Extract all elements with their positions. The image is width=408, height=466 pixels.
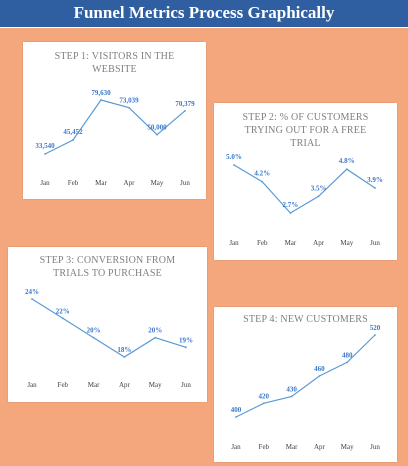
chart-title: TRIAL xyxy=(290,138,320,149)
x-tick-label: Feb xyxy=(68,179,79,187)
data-label: 520 xyxy=(370,324,381,332)
chart-title: WEBSITE xyxy=(92,64,137,75)
data-point xyxy=(72,139,74,141)
data-point xyxy=(61,317,64,320)
data-label: 5.0% xyxy=(226,153,242,161)
data-label: 420 xyxy=(259,392,270,400)
series-line xyxy=(233,164,376,214)
data-label: 73,039 xyxy=(119,97,139,105)
x-tick-label: Mar xyxy=(286,443,298,451)
x-tick-label: Mar xyxy=(88,381,100,389)
chart-svg-step4: STEP 4: NEW CUSTOMERS 400 420 430 460 480 520 J… xyxy=(231,314,381,451)
x-tick-label: Jun xyxy=(181,381,191,389)
data-label: 4.2% xyxy=(254,170,270,178)
x-tick-label: Apr xyxy=(313,239,325,247)
data-point xyxy=(317,195,320,198)
data-point xyxy=(44,153,46,155)
x-tick-label: May xyxy=(341,443,354,451)
data-point xyxy=(31,298,33,300)
data-label: 24% xyxy=(25,288,39,296)
data-label: 22% xyxy=(56,307,70,315)
data-point xyxy=(261,180,264,183)
data-point xyxy=(185,346,187,349)
data-point xyxy=(92,336,95,339)
chart-card-step2: STEP 2: % OF CUSTOMERS TRYING OUT FOR A F… xyxy=(214,103,397,260)
chart-title: STEP 1: VISITORS IN THE xyxy=(55,51,175,62)
chart-card-step1: STEP 1: VISITORS IN THE WEBSITE 33,540 45,4… xyxy=(23,42,206,199)
series-line xyxy=(31,298,187,358)
data-label: 480 xyxy=(342,351,353,359)
data-point xyxy=(123,356,126,358)
x-tick-label: Feb xyxy=(58,381,69,389)
data-point xyxy=(290,395,293,398)
data-label: 460 xyxy=(314,365,325,373)
data-label: 3.5% xyxy=(311,184,327,192)
data-point xyxy=(262,402,265,405)
x-tick-label: May xyxy=(149,381,162,389)
data-label: 19% xyxy=(179,336,193,344)
data-point xyxy=(235,416,237,418)
data-label: 20% xyxy=(148,327,162,335)
data-label: 400 xyxy=(231,406,242,414)
data-label: 79,630 xyxy=(91,89,111,97)
chart-title: STEP 2: % OF CUSTOMERS xyxy=(242,112,368,123)
data-label: 3.9% xyxy=(367,176,383,184)
data-label: 2.7% xyxy=(283,201,299,209)
chart-title: STEP 3: CONVERSION FROM xyxy=(40,255,176,266)
chart-svg-step1: STEP 1: VISITORS IN THE WEBSITE 33,540 45,4… xyxy=(35,51,195,187)
data-point xyxy=(233,164,235,166)
series-line xyxy=(44,99,186,155)
data-point xyxy=(128,106,130,109)
x-tick-label: Jan xyxy=(40,179,50,187)
chart-title: STEP 4: NEW CUSTOMERS xyxy=(243,314,368,325)
data-label: 45,452 xyxy=(63,128,83,136)
x-tick-label: May xyxy=(340,239,353,247)
data-point xyxy=(374,187,376,189)
data-label: 50,000 xyxy=(147,124,167,132)
data-point xyxy=(184,109,186,112)
chart-card-step4: STEP 4: NEW CUSTOMERS 400 420 430 460 480 520 J… xyxy=(214,307,397,462)
chart-title: TRIALS TO PURCHASE xyxy=(53,268,162,279)
x-tick-label: Mar xyxy=(285,239,297,247)
data-label: 20% xyxy=(87,327,101,335)
x-tick-label: Apr xyxy=(119,381,131,389)
x-tick-label: May xyxy=(151,179,164,187)
x-tick-label: Mar xyxy=(95,179,107,187)
x-tick-label: Jan xyxy=(229,239,239,247)
data-point xyxy=(374,334,376,336)
data-point xyxy=(100,99,102,101)
chart-svg-step3: STEP 3: CONVERSION FROM TRIALS TO PURCHAS… xyxy=(25,255,193,389)
data-point xyxy=(346,361,349,364)
data-point xyxy=(156,133,158,136)
data-label: 70,379 xyxy=(175,100,195,108)
x-tick-label: Apr xyxy=(124,179,136,187)
data-label: 4.8% xyxy=(339,157,355,165)
x-tick-label: Feb xyxy=(259,443,270,451)
x-tick-label: Jun xyxy=(180,179,190,187)
x-tick-label: Apr xyxy=(314,443,326,451)
data-point xyxy=(154,336,157,339)
data-label: 430 xyxy=(286,386,297,394)
x-tick-label: Jun xyxy=(370,239,380,247)
chart-title: TRYING OUT FOR A FREE xyxy=(245,125,367,136)
series-line xyxy=(235,334,376,418)
data-point xyxy=(318,375,321,377)
x-tick-label: Jan xyxy=(27,381,37,389)
x-tick-label: Jan xyxy=(231,443,241,451)
data-label: 18% xyxy=(117,346,131,354)
chart-svg-step2: STEP 2: % OF CUSTOMERS TRYING OUT FOR A F… xyxy=(226,112,383,247)
chart-card-step3: STEP 3: CONVERSION FROM TRIALS TO PURCHAS… xyxy=(8,247,207,402)
page-banner: Funnel Metrics Process Graphically xyxy=(0,0,408,28)
data-point xyxy=(289,212,292,214)
data-label: 33,540 xyxy=(35,142,55,150)
x-tick-label: Jun xyxy=(370,443,380,451)
page-title: Funnel Metrics Process Graphically xyxy=(73,3,335,22)
x-tick-label: Feb xyxy=(257,239,268,247)
data-point xyxy=(345,168,348,171)
